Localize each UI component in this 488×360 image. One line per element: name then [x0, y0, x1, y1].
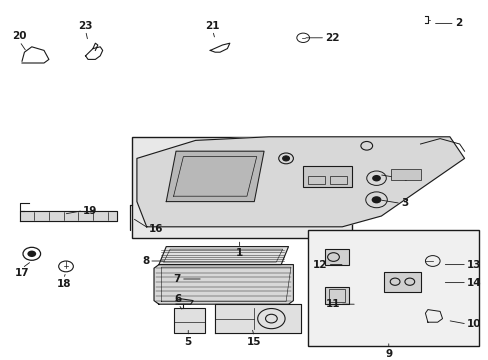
- Text: 22: 22: [325, 33, 339, 43]
- Text: 7: 7: [173, 274, 181, 284]
- Text: 11: 11: [325, 299, 339, 309]
- Text: 2: 2: [454, 18, 461, 28]
- Text: 17: 17: [15, 268, 29, 278]
- Polygon shape: [20, 211, 117, 221]
- Text: 1: 1: [236, 248, 243, 258]
- Circle shape: [27, 251, 36, 257]
- Text: 21: 21: [205, 21, 220, 31]
- Bar: [303, 166, 351, 187]
- Bar: [325, 249, 348, 265]
- Bar: [307, 176, 325, 184]
- Polygon shape: [137, 137, 464, 227]
- Text: 13: 13: [466, 260, 481, 270]
- Text: 5: 5: [184, 337, 191, 347]
- Circle shape: [282, 156, 289, 161]
- Text: 18: 18: [56, 279, 71, 289]
- Text: 14: 14: [466, 278, 481, 288]
- Polygon shape: [159, 247, 288, 265]
- Circle shape: [371, 175, 380, 181]
- Bar: [173, 308, 205, 333]
- Text: 15: 15: [246, 337, 261, 347]
- Bar: [328, 289, 345, 302]
- Text: 3: 3: [400, 198, 407, 208]
- Text: 9: 9: [385, 349, 391, 359]
- Bar: [307, 230, 478, 346]
- Text: 6: 6: [175, 294, 182, 304]
- Bar: [132, 137, 351, 238]
- Bar: [329, 176, 346, 184]
- Text: 19: 19: [83, 206, 97, 216]
- Text: 12: 12: [312, 260, 327, 270]
- Text: 10: 10: [466, 319, 481, 329]
- Bar: [325, 287, 348, 304]
- Bar: [390, 169, 420, 180]
- Text: 20: 20: [12, 31, 27, 41]
- Text: 4: 4: [400, 173, 407, 183]
- Text: 16: 16: [149, 224, 163, 234]
- Text: 8: 8: [142, 256, 149, 266]
- Circle shape: [371, 196, 381, 203]
- Polygon shape: [154, 265, 293, 304]
- Text: 23: 23: [78, 21, 93, 31]
- Polygon shape: [166, 151, 264, 202]
- Bar: [383, 272, 420, 292]
- Polygon shape: [215, 304, 300, 333]
